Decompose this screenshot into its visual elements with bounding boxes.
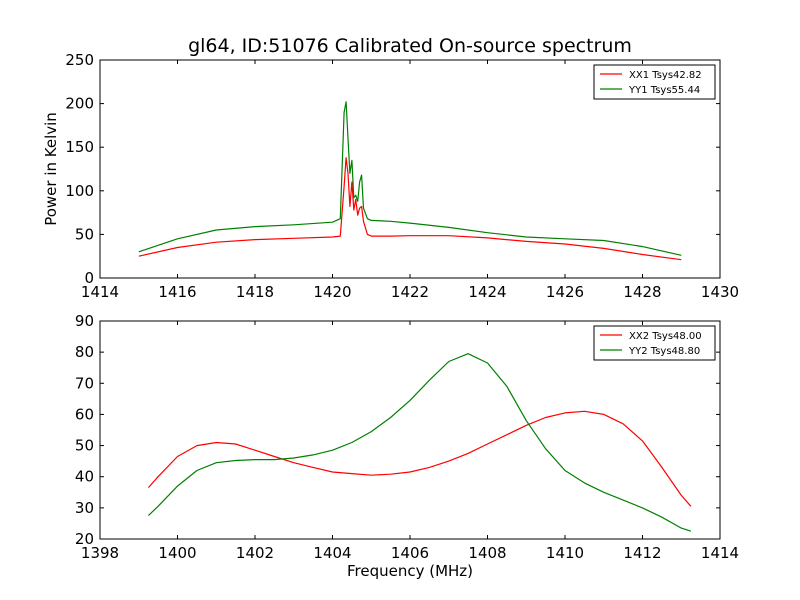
top-x-tick-label: 1422 bbox=[391, 283, 429, 301]
bottom-x-tick-label: 1412 bbox=[623, 544, 661, 562]
top-y-tick-label: 200 bbox=[65, 95, 94, 113]
bottom-x-axis-label: Frequency (MHz) bbox=[347, 562, 473, 580]
bottom-legend-label-yy2: YY2 Tsys48.80 bbox=[628, 346, 700, 357]
top-series-line-yy bbox=[138, 101, 682, 256]
top-x-tick-label: 1428 bbox=[623, 283, 661, 301]
bottom-legend: XX2 Tsys48.00 YY2 Tsys48.80 bbox=[593, 325, 716, 361]
top-x-tick-label: 1424 bbox=[468, 283, 506, 301]
top-y-tick-label: 0 bbox=[84, 269, 94, 287]
top-y-tick-label: 150 bbox=[65, 138, 94, 156]
top-legend-label-xx1: XX1 Tsys42.82 bbox=[629, 70, 702, 81]
bottom-x-tick-label: 1408 bbox=[468, 544, 506, 562]
bottom-series bbox=[147, 353, 692, 532]
top-panel: gl64, ID:51076 Calibrated On-source spec… bbox=[42, 35, 739, 301]
top-y-tick-label: 50 bbox=[75, 225, 94, 243]
bottom-y-tick-label: 30 bbox=[75, 499, 94, 517]
bottom-legend-box bbox=[593, 325, 716, 361]
top-x-tick-label: 1430 bbox=[701, 283, 739, 301]
top-y-axis-label: Power in Kelvin bbox=[42, 112, 60, 226]
bottom-x-tick-label: 1404 bbox=[313, 544, 351, 562]
top-legend-box bbox=[593, 64, 716, 100]
bottom-series-line-xx bbox=[147, 410, 692, 507]
bottom-legend-label-xx2: XX2 Tsys48.00 bbox=[629, 331, 702, 342]
bottom-y-tick-label: 90 bbox=[75, 312, 94, 330]
bottom-panel: Frequency (MHz) 1398 1400 1402 1404 1406 1408… bbox=[75, 312, 739, 580]
bottom-x-tick-label: 1414 bbox=[701, 544, 739, 562]
top-x-tick-label: 1426 bbox=[546, 283, 584, 301]
top-y-tick-label: 100 bbox=[65, 182, 94, 200]
top-x-tick-label: 1420 bbox=[313, 283, 351, 301]
top-x-tick-label: 1414 bbox=[81, 283, 119, 301]
top-series bbox=[138, 101, 682, 261]
bottom-x-tick-label: 1406 bbox=[391, 544, 429, 562]
top-legend: XX1 Tsys42.82 YY1 Tsys55.44 bbox=[593, 64, 716, 100]
bottom-x-tick-label: 1410 bbox=[546, 544, 584, 562]
bottom-y-tick-label: 20 bbox=[75, 530, 94, 548]
top-ticks: 1414 1416 1418 1420 1422 1424 1426 1428 1430 0 50 1… bbox=[65, 51, 739, 301]
bottom-x-tick-label: 1400 bbox=[158, 544, 196, 562]
bottom-ticks: 1398 1400 1402 1404 1406 1408 1410 1412 1414 20 30… bbox=[75, 312, 739, 562]
top-series-line-xx bbox=[138, 157, 682, 261]
top-plot-frame bbox=[99, 59, 721, 279]
bottom-y-tick-label: 60 bbox=[75, 405, 94, 423]
top-chart-title: gl64, ID:51076 Calibrated On-source spec… bbox=[188, 35, 632, 57]
top-legend-label-yy1: YY1 Tsys55.44 bbox=[628, 85, 700, 96]
bottom-y-tick-label: 80 bbox=[75, 343, 94, 361]
bottom-y-tick-label: 70 bbox=[75, 374, 94, 392]
top-y-tick-label: 250 bbox=[65, 51, 94, 69]
bottom-series-line-yy bbox=[147, 353, 692, 532]
bottom-plot-frame bbox=[99, 320, 721, 540]
bottom-y-tick-label: 40 bbox=[75, 468, 94, 486]
top-x-tick-label: 1418 bbox=[236, 283, 274, 301]
bottom-x-tick-label: 1402 bbox=[236, 544, 274, 562]
bottom-y-tick-label: 50 bbox=[75, 437, 94, 455]
bottom-x-tick-label: 1398 bbox=[81, 544, 119, 562]
top-x-tick-label: 1416 bbox=[158, 283, 196, 301]
